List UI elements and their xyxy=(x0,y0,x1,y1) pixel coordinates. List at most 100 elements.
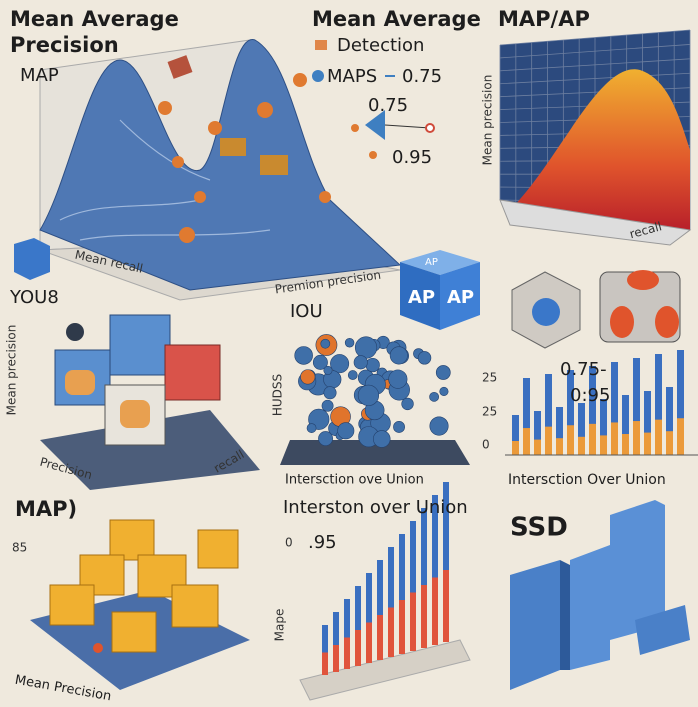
title: Interston over Union xyxy=(283,497,468,518)
iou-bars-panel-shape xyxy=(355,630,361,666)
iou-bars-panel-shape xyxy=(410,521,416,651)
iou-panel-shape xyxy=(294,346,313,365)
iou-bars-panel-shape xyxy=(366,622,372,663)
bars-panel-shape xyxy=(578,436,585,455)
bars-panel xyxy=(505,350,698,456)
iou-bars-panel-shape xyxy=(399,534,405,654)
label: MAP xyxy=(20,65,59,86)
iou-panel-shape xyxy=(300,369,316,385)
bars-panel-shape xyxy=(556,407,563,455)
iou-panel-shape xyxy=(429,391,440,402)
cube-label: AP xyxy=(447,287,474,308)
bars-panel-shape xyxy=(600,399,607,455)
cubes-panel xyxy=(30,519,250,690)
title: YOU8 xyxy=(9,287,59,308)
bars-panel-shape xyxy=(523,428,530,455)
axis-label: Intersction Over Union xyxy=(508,472,666,488)
title: MAP) xyxy=(15,497,77,521)
iou-bars-panel-shape xyxy=(399,600,405,654)
bars-panel-shape xyxy=(600,435,607,455)
iou-bars-panel xyxy=(299,482,471,701)
bars-panel-shape xyxy=(666,431,673,455)
iou-bars-panel-shape xyxy=(421,585,427,648)
iou-bars-panel-shape xyxy=(388,607,394,657)
iou-bars-panel-shape xyxy=(355,586,361,666)
iou-panel-shape xyxy=(365,357,380,373)
value-label: .95 xyxy=(308,532,337,553)
legend-label: MAPS xyxy=(327,66,377,87)
iou-bars-panel-shape xyxy=(344,599,350,669)
iou-panel-shape xyxy=(320,338,331,349)
bars-panel-shape xyxy=(611,362,618,455)
bars-panel-shape xyxy=(567,425,574,455)
bars-panel-shape xyxy=(545,374,552,455)
iou-panel-shape xyxy=(344,338,355,348)
bars-panel-shape xyxy=(633,421,640,455)
bars-panel-shape xyxy=(589,423,596,455)
bars-panel-shape xyxy=(677,418,684,455)
title: Mean Average xyxy=(10,7,179,31)
bars-panel-shape xyxy=(622,395,629,455)
gauge-label: 0.95 xyxy=(392,147,432,168)
gauge-label: 0.75 xyxy=(368,95,408,116)
tick-label: 0 xyxy=(285,536,293,550)
iou-panel-shape xyxy=(354,336,378,359)
iou-panel-shape xyxy=(435,365,451,380)
bars-panel-shape xyxy=(644,391,651,455)
iou-panel-shape xyxy=(389,346,408,365)
iou-bars-panel-shape xyxy=(377,560,383,660)
iou-bars-panel-shape xyxy=(299,639,471,701)
bars-panel-shape xyxy=(622,434,629,455)
iou-bars-panel-shape xyxy=(388,547,394,657)
iou-bars-panel-shape xyxy=(421,508,427,648)
small-cube xyxy=(14,238,50,280)
iou-bars-panel-shape xyxy=(322,625,328,675)
title: SSD xyxy=(510,513,568,543)
tick-label: 85 xyxy=(12,541,27,555)
range-label: 0.75- xyxy=(560,359,607,380)
axis-label: Mean precision xyxy=(5,325,19,416)
bars-panel-shape xyxy=(677,350,684,455)
iou-bars-panel-shape xyxy=(410,592,416,651)
yolo-panel xyxy=(40,314,260,490)
axis-label: Mean precision xyxy=(481,75,495,166)
legend-value: 0.75 xyxy=(402,66,442,87)
iou-panel-shape xyxy=(401,397,414,411)
ap-cube xyxy=(400,250,480,330)
iou-bars-panel-shape xyxy=(333,612,339,672)
bars-panel-shape xyxy=(534,411,541,455)
iou-bars-panel-shape xyxy=(443,570,449,642)
title: IOU xyxy=(290,301,323,322)
bars-panel-shape xyxy=(644,432,651,455)
cube-label: AP xyxy=(408,287,435,308)
iou-panel-shape xyxy=(306,423,317,433)
bars-panel-shape xyxy=(611,422,618,455)
iou-panel-shape xyxy=(318,431,333,446)
iou-panel-shape xyxy=(417,351,432,365)
tick-label: 25 xyxy=(482,405,497,419)
iou-bars-panel-shape xyxy=(443,482,449,642)
iou-panel-shape xyxy=(280,440,470,465)
bars-panel-shape xyxy=(666,387,673,455)
iou-bars-panel-shape xyxy=(432,577,438,645)
iou-bars-panel-shape xyxy=(344,637,350,669)
axis-label: Intersction ove Union xyxy=(285,473,424,488)
bars-panel-shape xyxy=(512,441,519,455)
map-ap-panel xyxy=(499,29,692,246)
iou-bars-panel-shape xyxy=(432,495,438,645)
iou-panel-shape xyxy=(321,399,334,412)
bars-panel-shape xyxy=(578,403,585,455)
iou-panel-shape xyxy=(330,354,350,374)
title: Mean Average xyxy=(312,7,481,31)
title: Detection xyxy=(337,35,424,56)
bars-panel-shape xyxy=(633,358,640,455)
iou-bars-panel-shape xyxy=(377,615,383,660)
ssd-panel xyxy=(510,500,690,690)
bars-panel-shape xyxy=(545,426,552,455)
iou-bars-panel-shape xyxy=(322,652,328,675)
title: MAP/AP xyxy=(498,7,590,31)
title: Precision xyxy=(10,33,119,57)
bars-panel-shape xyxy=(655,354,662,455)
iou-panel-shape xyxy=(323,365,333,375)
